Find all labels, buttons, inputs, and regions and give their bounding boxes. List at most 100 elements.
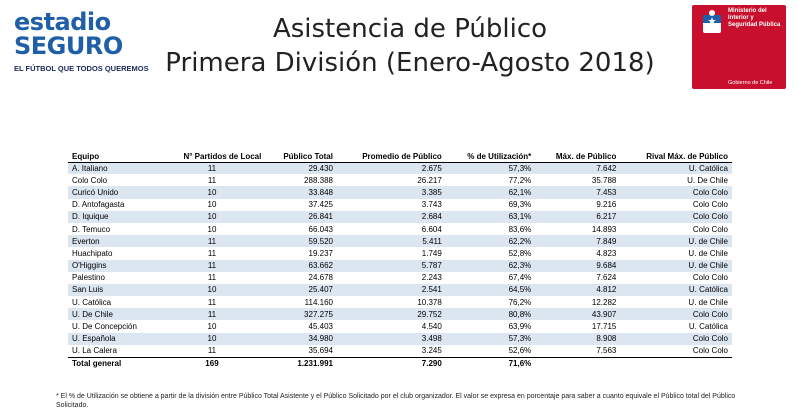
cell-equipo: U. Española xyxy=(68,332,159,345)
cell-rival: Colo Colo xyxy=(620,308,732,321)
cell-max-publico: 4.823 xyxy=(596,248,617,258)
header-max-publico: Máx. de Público xyxy=(535,151,621,163)
ministry-logo: Ministerio del Interior y Seguridad Públ… xyxy=(692,5,786,89)
cell-max-publico: 7.453 xyxy=(535,186,621,199)
cell-partidos: 11 xyxy=(158,308,266,321)
cell-max-publico: 14.893 xyxy=(591,224,617,234)
cell-utilizacion: 63,1% xyxy=(445,210,536,223)
cell-promedio: 5.787 xyxy=(336,259,446,272)
total-publico: 1.231.991 xyxy=(265,356,337,370)
cell-promedio: 3.245 xyxy=(421,346,442,356)
cell-equipo: U. De Concepción xyxy=(72,322,137,332)
cell-publico-total: 59.520 xyxy=(265,235,337,248)
cell-equipo: Palestino xyxy=(72,273,105,283)
header-utilizacion: % de Utilización* xyxy=(445,151,536,163)
cell-publico-total: 66.043 xyxy=(308,224,333,234)
cell-promedio: 2.675 xyxy=(336,162,446,175)
cell-promedio: 26.217 xyxy=(417,175,442,185)
cell-max-publico: 7.849 xyxy=(535,235,621,248)
cell-publico-total: 24.678 xyxy=(308,273,333,283)
cell-partidos: 10 xyxy=(207,322,217,332)
table-row: U. Española 10 34.980 3.498 57,3% 8.908 Colo C… xyxy=(68,332,732,345)
table-row: D. Iquique 10 26.841 2.684 63,1% 6.217 Colo Co… xyxy=(68,210,732,223)
logo-tagline: EL FÚTBOL QUE TODOS QUEREMOS xyxy=(14,64,149,73)
cell-partidos: 11 xyxy=(207,273,217,283)
cell-utilizacion: 62,3% xyxy=(445,259,536,272)
cell-promedio: 5.411 xyxy=(336,235,446,248)
cell-rival: U. de Chile xyxy=(620,235,732,248)
logo-line1: estadio xyxy=(14,8,111,36)
coat-of-arms-icon xyxy=(703,10,721,33)
cell-utilizacion: 80,8% xyxy=(445,308,536,321)
table-row: San Luis 10 25.407 2.541 64,5% 4.812 U. Católi… xyxy=(68,283,732,297)
table-row: U. La Calera 11 35.694 3.245 52,6% 7.563 Colo … xyxy=(68,345,732,357)
cell-rival: Colo Colo xyxy=(692,224,728,234)
cell-rival: U. de Chile xyxy=(620,259,732,272)
cell-utilizacion: 57,3% xyxy=(445,332,536,345)
logo-line2: SEGURO xyxy=(14,32,123,60)
cell-utilizacion: 63,9% xyxy=(508,322,532,332)
page-title: Asistencia de Público Primera División (… xyxy=(150,12,670,80)
total-utilizacion: 71,6% xyxy=(445,356,536,370)
cell-promedio: 4.540 xyxy=(421,322,442,332)
cell-partidos: 11 xyxy=(158,259,266,272)
cell-partidos: 10 xyxy=(158,186,266,199)
table-row: U. De Chile 11 327.275 29.752 80,8% 43.907 Col… xyxy=(68,308,732,321)
cell-partidos: 10 xyxy=(207,200,217,210)
cell-promedio: 3.385 xyxy=(336,186,446,199)
cell-utilizacion: 57,3% xyxy=(445,162,536,175)
cell-rival: Colo Colo xyxy=(620,186,732,199)
title-line1: Asistencia de Público xyxy=(272,14,548,44)
cell-partidos: 11 xyxy=(207,175,217,185)
cell-max-publico: 7.642 xyxy=(535,162,621,175)
header-rival: Rival Máx. de Público xyxy=(620,151,732,163)
cell-max-publico: 6.217 xyxy=(535,210,621,223)
cell-publico-total: 63.662 xyxy=(265,259,337,272)
cell-rival: Colo Colo xyxy=(692,346,728,356)
cell-rival: Colo Colo xyxy=(692,273,728,283)
cell-partidos: 10 xyxy=(158,210,266,223)
cell-publico-total: 288.388 xyxy=(304,175,333,185)
header-partidos: N° Partidos de Local xyxy=(158,151,266,163)
cell-publico-total: 33.848 xyxy=(265,186,337,199)
cell-max-publico: 7.563 xyxy=(596,346,617,356)
cell-max-publico: 35.788 xyxy=(591,175,617,185)
table-row: O'Higgins 11 63.662 5.787 62,3% 9.684 U. de Ch… xyxy=(68,259,732,272)
cell-promedio: 10.378 xyxy=(417,297,442,307)
cell-max-publico: 4.812 xyxy=(535,283,621,297)
cell-rival: Colo Colo xyxy=(692,200,728,210)
cell-max-publico: 9.216 xyxy=(596,200,617,210)
table-row: U. Católica 11 114.160 10.378 76,2% 12.282 U. … xyxy=(68,296,732,308)
cell-partidos: 11 xyxy=(207,297,217,307)
cell-rival: U. de Chile xyxy=(688,248,728,258)
cell-equipo: U. La Calera xyxy=(72,346,117,356)
cell-utilizacion: 64,5% xyxy=(445,283,536,297)
cell-utilizacion: 52,8% xyxy=(508,248,532,258)
cell-promedio: 1.749 xyxy=(421,248,442,258)
cell-equipo: O'Higgins xyxy=(68,259,159,272)
cell-max-publico: 43.907 xyxy=(535,308,621,321)
cell-promedio: 29.752 xyxy=(336,308,446,321)
total-promedio: 7.290 xyxy=(336,356,446,370)
cell-partidos: 10 xyxy=(158,283,266,297)
total-row: Total general 169 1.231.991 7.290 71,6% xyxy=(68,356,732,370)
cell-equipo: Curicó Unido xyxy=(68,186,159,199)
cell-utilizacion: 67,4% xyxy=(508,273,532,283)
cell-max-publico: 9.684 xyxy=(535,259,621,272)
cell-max-publico: 17.715 xyxy=(591,322,617,332)
table-row: D. Temuco 10 66.043 6.604 83,6% 14.893 Colo Co… xyxy=(68,223,732,235)
table-row: Everton 11 59.520 5.411 62,2% 7.849 U. de Chil… xyxy=(68,235,732,248)
total-partidos: 169 xyxy=(158,356,266,370)
cell-max-publico: 7.624 xyxy=(596,273,617,283)
header-publico-total: Público Total xyxy=(265,151,337,163)
table-row: Huachipato 11 19.237 1.749 52,8% 4.823 U. de C… xyxy=(68,247,732,259)
cell-publico-total: 327.275 xyxy=(265,308,337,321)
cell-promedio: 3.498 xyxy=(336,332,446,345)
table-row: Colo Colo 11 288.388 26.217 77,2% 35.788 U. De… xyxy=(68,174,732,186)
cell-rival: U. Católica xyxy=(688,322,728,332)
table-header-row: Equipo N° Partidos de Local Público Tota… xyxy=(68,151,732,163)
cell-utilizacion: 62,2% xyxy=(445,235,536,248)
total-rival xyxy=(620,356,732,370)
cell-partidos: 11 xyxy=(207,248,217,258)
total-label: Total general xyxy=(68,356,159,370)
